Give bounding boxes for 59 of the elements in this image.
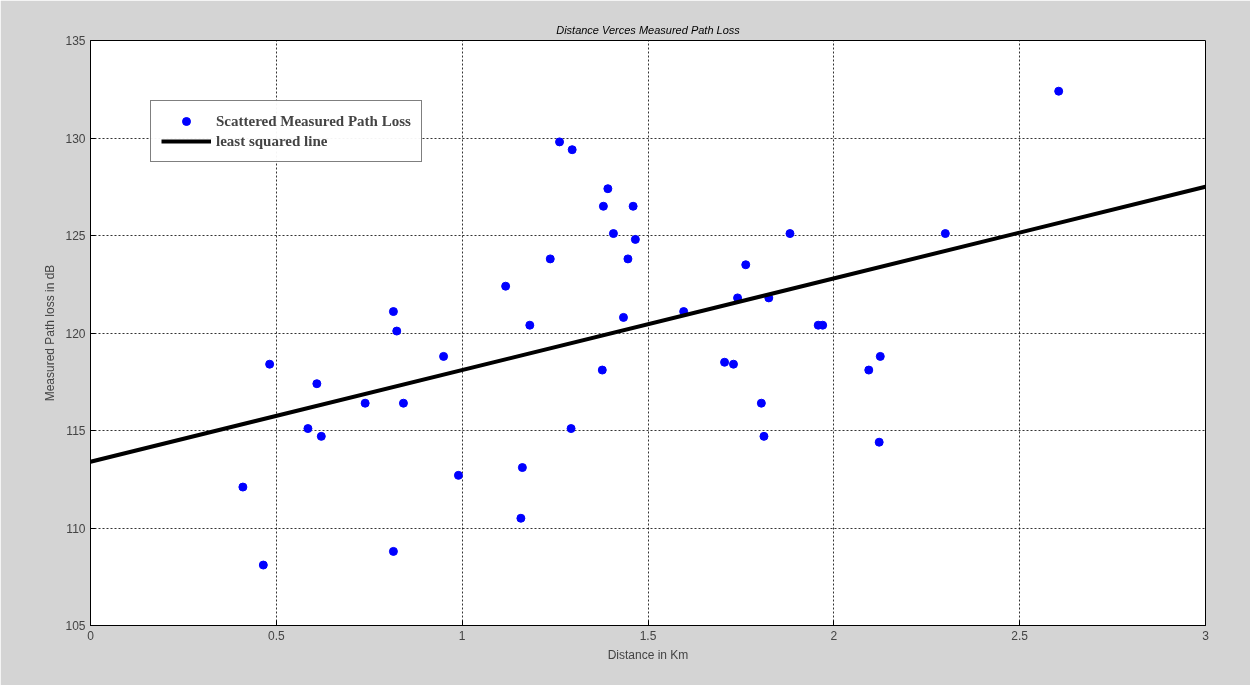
y-tick-label: 120	[65, 326, 86, 341]
point	[940, 229, 950, 239]
y-tick-label: 125	[65, 229, 86, 243]
point	[628, 201, 638, 211]
point	[525, 320, 535, 330]
point	[303, 424, 313, 434]
y-tick-label: 110	[66, 521, 86, 536]
point	[258, 560, 268, 570]
chart-title: Distance Verces Measured Path Loss	[556, 23, 741, 36]
x-tick-label: 0.5	[267, 628, 285, 643]
point	[720, 357, 730, 367]
point	[312, 379, 322, 389]
x-axis-title: Distance in Km	[607, 647, 689, 662]
point	[756, 398, 766, 408]
point	[623, 254, 633, 264]
y-tick-label: 130	[65, 131, 86, 146]
point	[316, 431, 326, 441]
point	[1054, 86, 1064, 96]
point	[598, 201, 608, 211]
point	[265, 359, 275, 369]
point	[501, 281, 511, 291]
point	[875, 351, 885, 361]
point	[360, 398, 370, 408]
point	[392, 326, 402, 336]
point	[238, 482, 248, 492]
y-tick-label: 105	[65, 619, 86, 633]
point	[388, 546, 398, 556]
point	[608, 229, 618, 239]
point	[597, 365, 607, 375]
y-axis-title: Measured Path loss in dB	[43, 264, 58, 402]
point	[545, 254, 555, 264]
point	[453, 470, 463, 480]
x-tick-label: 2	[830, 628, 838, 643]
point	[439, 351, 449, 361]
x-tick-label: 1	[458, 628, 466, 643]
point	[388, 307, 398, 317]
point	[567, 145, 577, 155]
x-tick-label: 0	[87, 628, 95, 643]
y-tick-label: 135	[65, 34, 86, 48]
point	[555, 137, 565, 147]
legend-label: least squared line	[216, 132, 328, 150]
point	[603, 184, 613, 194]
point	[516, 513, 526, 523]
point	[728, 359, 738, 369]
point	[741, 260, 751, 270]
point	[517, 463, 527, 473]
point	[785, 229, 795, 239]
point	[630, 234, 640, 244]
point	[864, 365, 874, 375]
point	[398, 398, 408, 408]
point	[874, 437, 884, 447]
x-tick-label: 1.5	[639, 628, 657, 643]
y-tick-label: 115	[66, 424, 86, 438]
legend-label: Scattered Measured Path Loss	[216, 112, 411, 130]
x-tick-label: 3	[1202, 628, 1210, 643]
point	[618, 312, 628, 322]
point	[566, 424, 576, 434]
x-tick-label: 2.5	[1011, 628, 1029, 643]
point	[759, 431, 769, 441]
